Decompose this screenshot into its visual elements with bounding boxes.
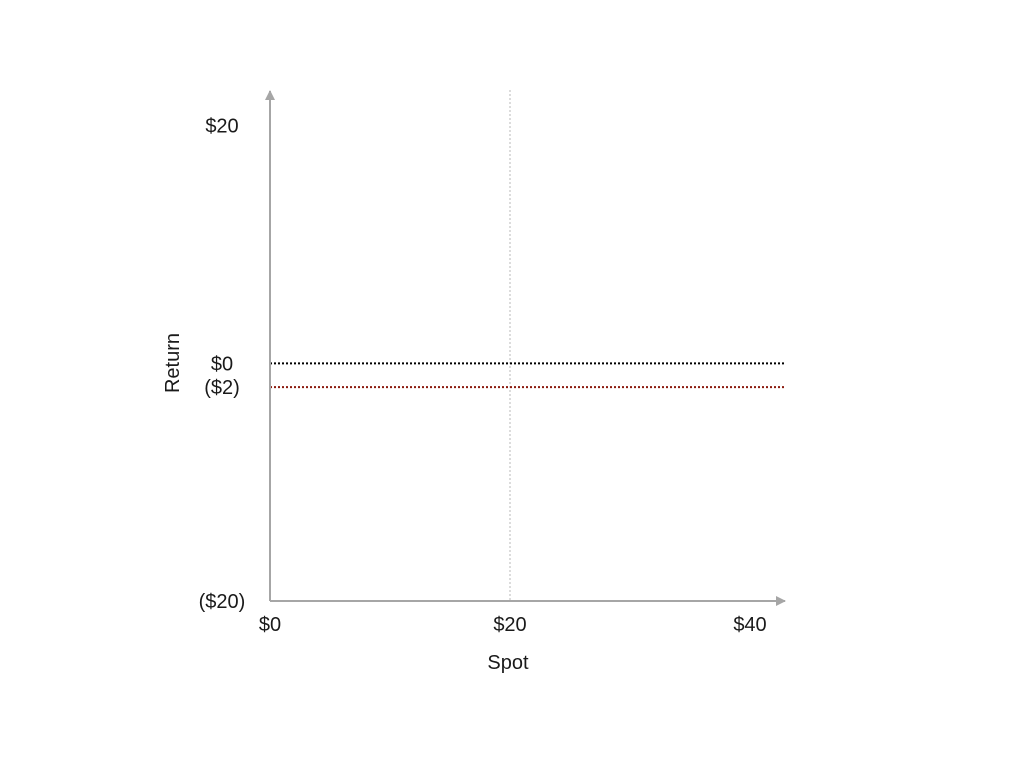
x-tick-label: $40 (733, 614, 766, 636)
x-tick-label: $0 (259, 614, 281, 636)
y-axis-title: Return (162, 333, 184, 393)
y-tick-label: ($20) (199, 591, 246, 613)
y-tick-label: ($2) (204, 377, 240, 399)
y-tick-label: $20 (205, 116, 238, 138)
x-axis-title: Spot (487, 652, 529, 674)
x-tick-label: $20 (493, 614, 526, 636)
y-tick-label: $0 (211, 353, 233, 375)
axes (265, 90, 786, 606)
series-lines (270, 362, 786, 389)
tick-labels: $0 $20 $40$20$0($2)($20) (199, 116, 767, 636)
